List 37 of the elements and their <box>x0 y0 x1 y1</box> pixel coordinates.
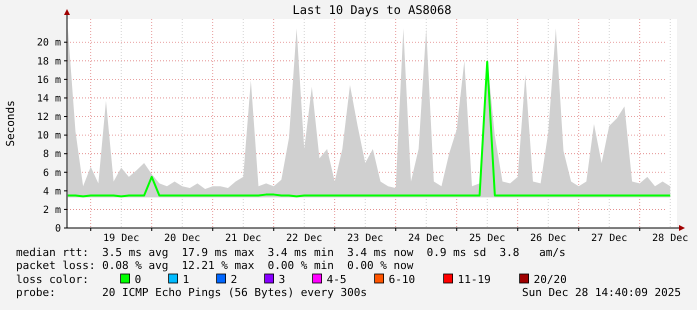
legend-label: 3 <box>278 273 286 286</box>
chart-title: Last 10 Days to AS8068 <box>292 3 452 17</box>
y-tick-label: 14 m <box>36 93 61 104</box>
y-tick-label: 18 m <box>36 56 61 68</box>
legend-label: 0 <box>134 273 142 286</box>
legend-label: 20/20 <box>534 273 567 286</box>
text: packet loss: 0.08 % avg 12.21 % max 0.00 % min 0.00 % now <box>16 259 414 272</box>
text: median rtt: 3.5 ms avg 17.9 ms max 3.4 ms min 3.4 ms now 0.9 ms sd 3.8 am/s <box>16 246 566 259</box>
y-axis-title: Seconds <box>4 100 17 147</box>
legend-label: 1 <box>182 273 190 286</box>
x-tick-label: 21 Dec <box>225 233 262 244</box>
y-tick-label: 0 <box>54 224 61 234</box>
x-tick-label: 19 Dec <box>103 233 140 244</box>
legend-label: 4-5 <box>326 273 346 286</box>
legend-title: loss color: <box>16 273 89 286</box>
x-tick-label: 24 Dec <box>408 233 444 244</box>
y-tick-label: 16 m <box>36 74 61 86</box>
y-tick-label: 6 m <box>42 168 61 179</box>
x-tick-label: 28 Dec <box>652 233 688 244</box>
x-tick-label: 22 Dec <box>286 233 322 244</box>
legend-label: 6-10 <box>388 273 416 286</box>
x-tick-label: 26 Dec <box>530 233 566 244</box>
text: probe: 20 ICMP Echo Pings (56 Bytes) every 300s <box>16 286 367 299</box>
y-tick-label: 10 m <box>36 130 61 142</box>
x-tick-label: 20 Dec <box>164 233 200 244</box>
y-tick-label: 4 m <box>42 186 61 198</box>
line-series <box>66 60 672 198</box>
y-tick-label: 2 m <box>42 204 61 216</box>
x-tick-label: 23 Dec <box>347 233 384 244</box>
x-tick-label: 25 Dec <box>469 233 506 244</box>
legend-label: 11-19 <box>458 273 491 286</box>
legend-label: 2 <box>230 273 238 286</box>
y-tick-label: 8 m <box>42 149 61 160</box>
x-tick-label: 27 Dec <box>591 233 628 244</box>
y-tick-label: 20 m <box>36 38 61 49</box>
text: Sun Dec 28 14:40:09 2025 <box>522 286 681 299</box>
y-tick-label: 12 m <box>36 112 61 124</box>
